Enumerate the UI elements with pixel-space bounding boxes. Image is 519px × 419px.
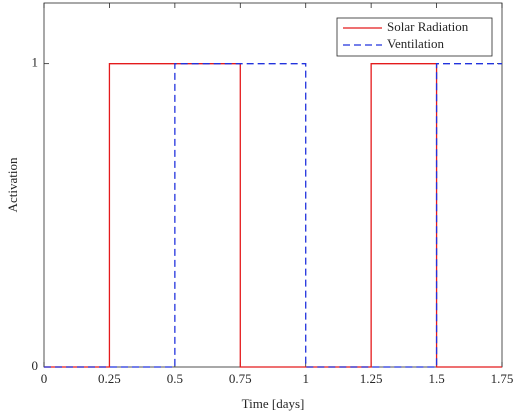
x-tick-label: 0	[41, 371, 48, 386]
y-tick-label: 1	[32, 55, 39, 70]
x-tick-label: 0.5	[167, 371, 183, 386]
series-line	[44, 63, 502, 368]
x-tick-label: 1.5	[428, 371, 444, 386]
x-tick-label: 1.75	[491, 371, 514, 386]
x-tick-label: 0.25	[98, 371, 121, 386]
legend-box	[336, 17, 493, 57]
x-axis-label: Time [days]	[242, 396, 305, 411]
legend-label: Solar Radiation	[387, 19, 469, 34]
y-axis-label: Activation	[5, 157, 20, 212]
x-tick-label: 1	[302, 371, 309, 386]
y-tick-label: 0	[32, 358, 39, 373]
x-tick-label: 1.25	[360, 371, 383, 386]
x-tick-label: 0.75	[229, 371, 252, 386]
plot-area	[43, 2, 503, 368]
legend-label: Ventilation	[387, 36, 445, 51]
